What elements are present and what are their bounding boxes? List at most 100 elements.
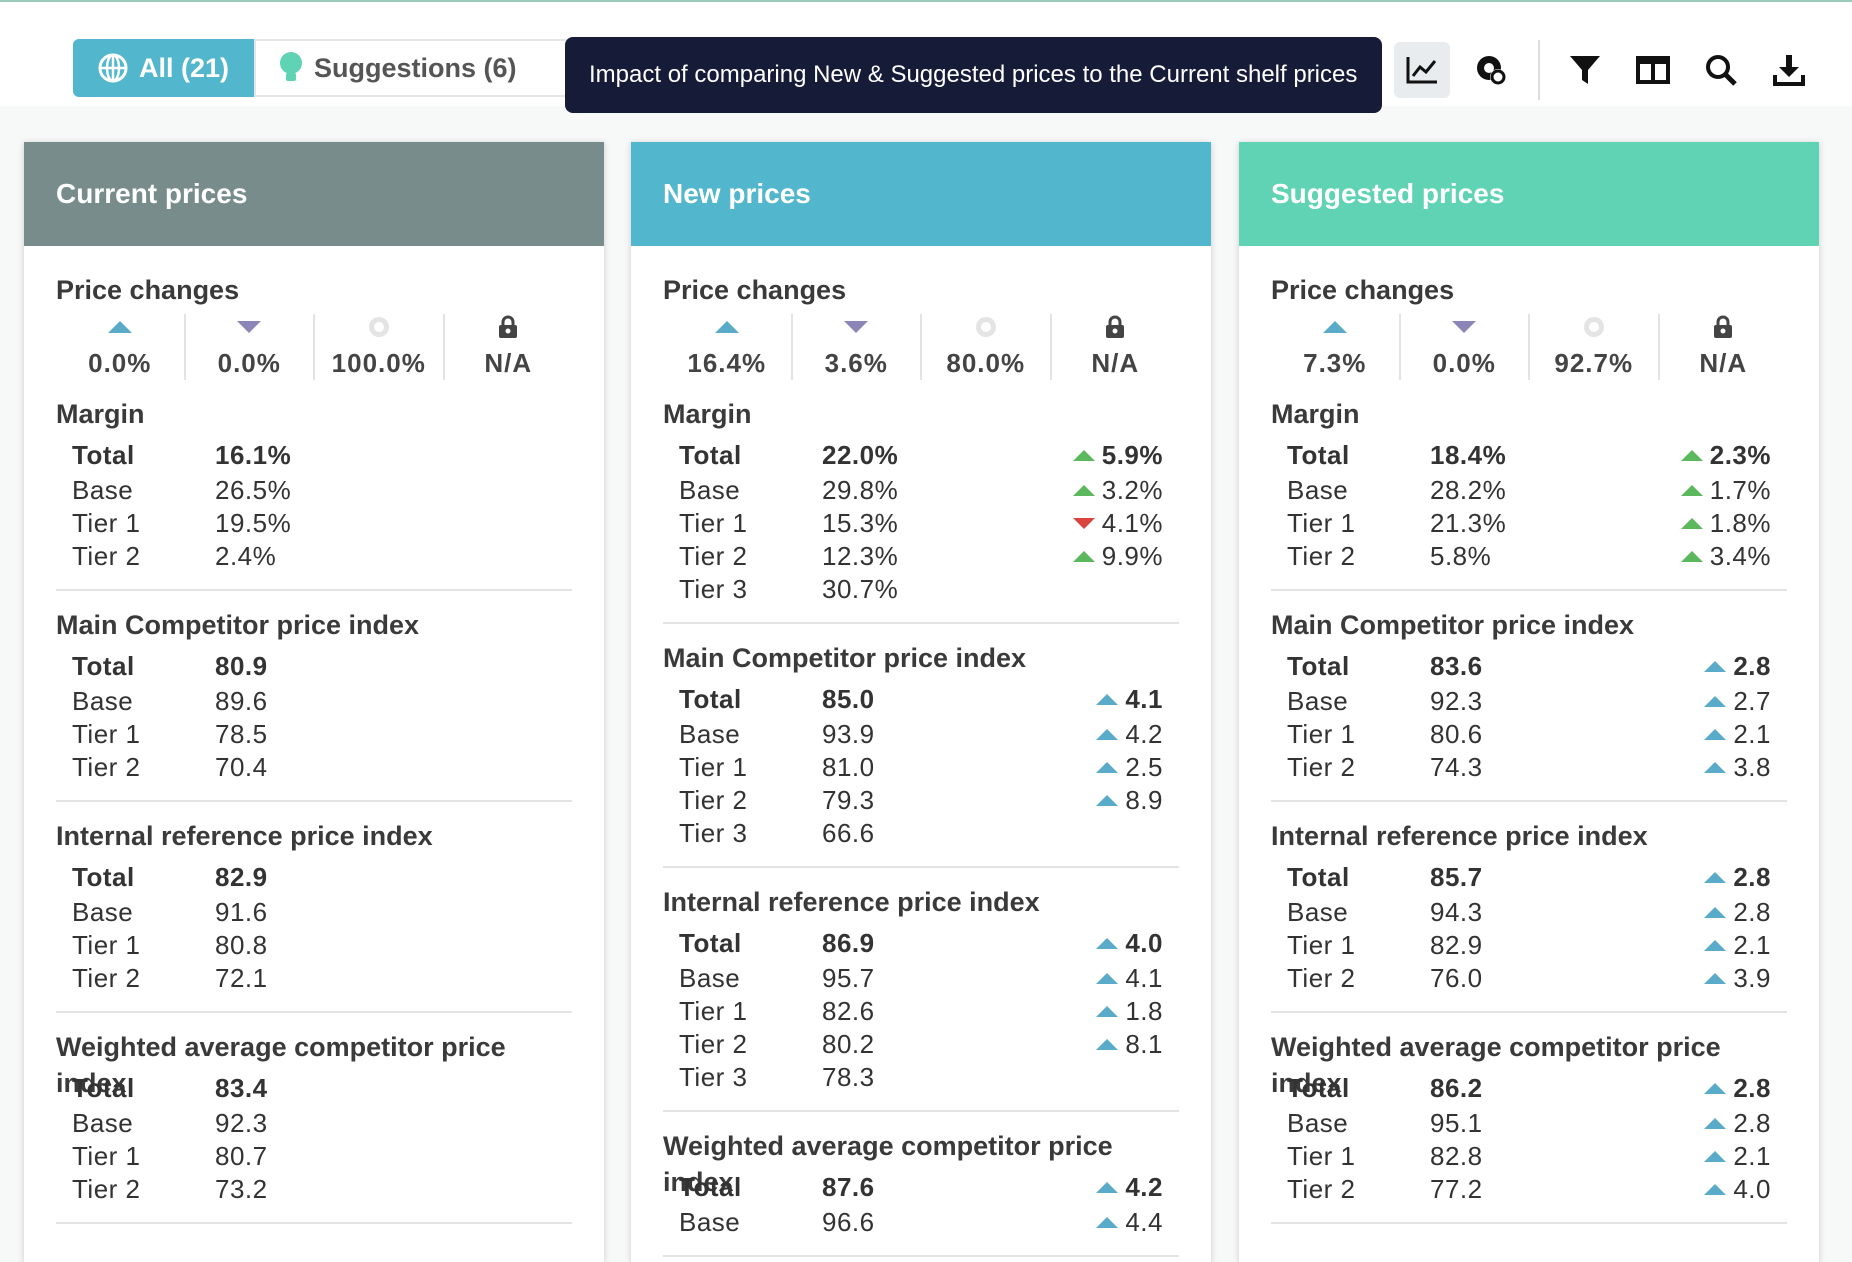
row-change: 2.1 bbox=[1650, 719, 1787, 750]
price-changes: 0.0% 0.0% 100.0% N/A bbox=[56, 314, 572, 380]
price-change-value: 0.0% bbox=[1432, 348, 1496, 378]
up-icon bbox=[107, 321, 132, 333]
change-value: 3.9 bbox=[1733, 963, 1771, 993]
columns-button[interactable] bbox=[1625, 42, 1681, 98]
section: Margin Total 18.4% 2.3% Base 28.2% 1.7% Tier 1 2… bbox=[1271, 396, 1787, 591]
row-value: 2.4% bbox=[215, 541, 277, 571]
row-label: Tier 2 bbox=[679, 785, 748, 815]
trend-up-arrow bbox=[1096, 1039, 1119, 1050]
lock-icon bbox=[1714, 315, 1733, 338]
change-value: 2.8 bbox=[1733, 1108, 1771, 1138]
metric-row: Total 86.9 4.0 bbox=[663, 924, 1179, 962]
row-label: Base bbox=[679, 963, 741, 993]
price-change-value: 92.7% bbox=[1554, 348, 1634, 378]
price-change-value: 16.4% bbox=[687, 348, 767, 378]
trend-up-arrow bbox=[1680, 518, 1703, 529]
row-value: 80.6 bbox=[1430, 719, 1483, 749]
row-value: 77.2 bbox=[1430, 1174, 1483, 1204]
row-label: Tier 2 bbox=[1287, 541, 1356, 571]
metric-row: Tier 2 12.3% 9.9% bbox=[663, 540, 1179, 573]
metric-row: Total 87.6 4.2 bbox=[663, 1168, 1179, 1206]
filter-button[interactable] bbox=[1557, 42, 1613, 98]
section: Internal reference price index Total 86.9 4… bbox=[663, 884, 1179, 1112]
trend-up-arrow bbox=[1704, 973, 1727, 984]
metric-row: Tier 2 77.2 4.0 bbox=[1271, 1173, 1787, 1206]
row-value: 85.0 bbox=[822, 683, 875, 714]
row-value: 92.3 bbox=[1430, 686, 1483, 716]
row-value: 78.5 bbox=[215, 719, 268, 749]
section: Internal reference price index Total 85.7 2… bbox=[1271, 818, 1787, 1013]
row-value: 95.1 bbox=[1430, 1108, 1483, 1138]
section-title: Price changes bbox=[1271, 275, 1455, 305]
row-value: 93.9 bbox=[822, 719, 875, 749]
price-changes: 7.3% 0.0% 92.7% N/A bbox=[1271, 314, 1787, 380]
row-value: 91.6 bbox=[215, 897, 268, 927]
tab-label: Suggestions (6) bbox=[314, 52, 517, 83]
row-label: Tier 1 bbox=[679, 508, 748, 538]
section: Main Competitor price index Total 85.0 4.1 B… bbox=[663, 640, 1179, 868]
price-change-cell: N/A bbox=[1660, 314, 1788, 380]
metric-row: Tier 2 2.4% bbox=[56, 540, 572, 573]
change-value: 4.1 bbox=[1125, 963, 1163, 993]
search-button[interactable] bbox=[1693, 42, 1749, 98]
metric-row: Tier 3 78.3 bbox=[663, 1061, 1179, 1094]
metric-row: Base 92.3 2.7 bbox=[1271, 685, 1787, 718]
metric-row: Tier 1 78.5 bbox=[56, 718, 572, 751]
row-label: Tier 1 bbox=[1287, 508, 1356, 538]
row-value: 86.9 bbox=[822, 927, 875, 958]
settings-button[interactable] bbox=[1463, 42, 1519, 98]
price-change-value: 80.0% bbox=[946, 348, 1026, 378]
download-button[interactable] bbox=[1761, 42, 1817, 98]
trend-up-arrow bbox=[1704, 762, 1727, 773]
row-label: Tier 1 bbox=[72, 1141, 141, 1171]
panel-body: Price changes 0.0% 0.0% 100.0% N/A Margin Tota… bbox=[24, 246, 604, 1224]
panel-header: Suggested prices bbox=[1239, 142, 1819, 246]
trend-up-arrow bbox=[1072, 485, 1095, 496]
row-value: 85.7 bbox=[1430, 861, 1483, 892]
section-title: Internal reference price index bbox=[56, 821, 433, 851]
row-label: Total bbox=[72, 650, 135, 681]
row-value: 72.1 bbox=[215, 963, 268, 993]
tab-suggestions[interactable]: Suggestions (6) bbox=[254, 39, 574, 97]
row-value: 94.3 bbox=[1430, 897, 1483, 927]
row-label: Base bbox=[679, 475, 741, 505]
row-label: Total bbox=[679, 1171, 742, 1202]
unchanged-icon bbox=[975, 317, 996, 337]
tab-all[interactable]: All (21) bbox=[73, 39, 254, 97]
metric-row: Tier 1 80.8 bbox=[56, 929, 572, 962]
price-change-cell: 0.0% bbox=[56, 314, 186, 380]
trend-up-arrow bbox=[1096, 693, 1119, 705]
row-value: 96.6 bbox=[822, 1207, 875, 1237]
change-value: 4.0 bbox=[1125, 927, 1163, 958]
panel: Current prices Price changes 0.0% 0.0% 100.0… bbox=[24, 142, 604, 1262]
row-change: 4.1 bbox=[1042, 963, 1179, 994]
chart-button[interactable] bbox=[1394, 42, 1450, 98]
metric-row: Tier 2 73.2 bbox=[56, 1173, 572, 1206]
price-change-value: 7.3% bbox=[1303, 348, 1367, 378]
tab-label: All (21) bbox=[139, 52, 230, 83]
trend-up-arrow bbox=[1680, 449, 1703, 461]
row-value: 83.6 bbox=[1430, 650, 1483, 681]
row-label: Base bbox=[679, 1207, 741, 1237]
row-change: 2.8 bbox=[1650, 651, 1787, 682]
trend-up-arrow bbox=[1704, 1151, 1727, 1162]
columns-icon bbox=[1636, 56, 1670, 84]
row-label: Total bbox=[1287, 1072, 1350, 1103]
section-title: Main Competitor price index bbox=[663, 643, 1027, 673]
change-value: 2.1 bbox=[1733, 719, 1771, 749]
separator bbox=[1538, 40, 1540, 100]
price-change-cell: N/A bbox=[1052, 314, 1180, 380]
row-label: Total bbox=[1287, 439, 1350, 470]
trend-up-arrow bbox=[1096, 1181, 1119, 1193]
row-change: 3.9 bbox=[1650, 963, 1787, 994]
change-value: 1.7% bbox=[1709, 475, 1771, 505]
price-change-cell: 7.3% bbox=[1271, 314, 1401, 380]
change-value: 2.1 bbox=[1733, 930, 1771, 960]
change-value: 1.8 bbox=[1125, 996, 1163, 1026]
panel-title: Current prices bbox=[56, 178, 248, 209]
trend-up-arrow bbox=[1072, 449, 1095, 461]
section-title: Price changes bbox=[56, 275, 240, 305]
row-value: 28.2% bbox=[1430, 475, 1507, 505]
row-value: 79.3 bbox=[822, 785, 875, 815]
section-title: Margin bbox=[56, 399, 145, 429]
